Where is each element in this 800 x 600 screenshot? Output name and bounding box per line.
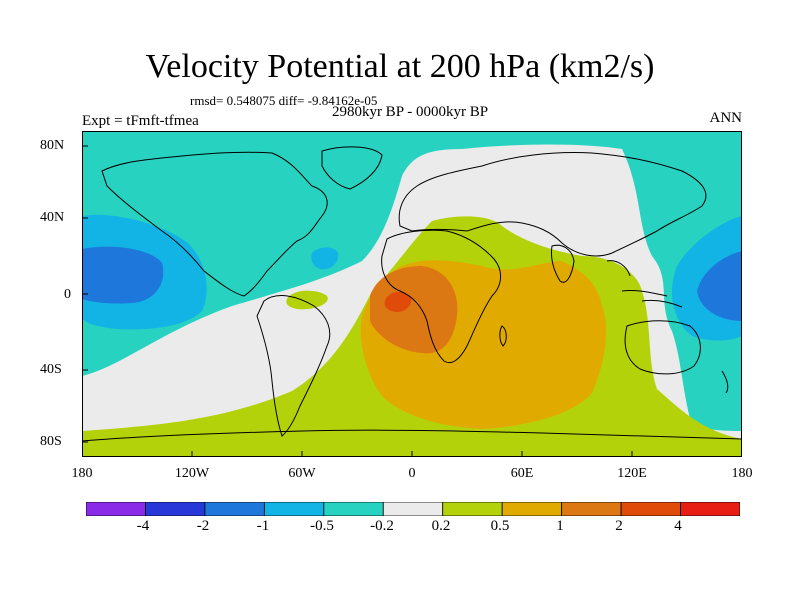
plot-title: Velocity Potential at 200 hPa (km2/s) — [145, 48, 655, 85]
season-label: ANN — [709, 110, 743, 126]
lon-label: 180 — [71, 466, 93, 481]
colorbar-swatch — [145, 502, 206, 516]
field-neg-strong-east — [697, 251, 742, 321]
lat-label: 40S — [40, 362, 62, 377]
colorbar-swatch — [86, 502, 146, 516]
stats-line: rmsd= 0.548075 diff= -9.84162e-05 — [190, 93, 378, 108]
lon-label: 60E — [510, 466, 534, 481]
field-pos-max — [384, 291, 412, 312]
colorbar — [86, 502, 740, 516]
colorbar-label: -0.5 — [310, 518, 334, 534]
colorbar-swatch — [680, 502, 740, 516]
lat-label: 80S — [40, 434, 62, 449]
velocity-potential-map — [82, 131, 742, 457]
field-neg-strong-west — [82, 246, 164, 304]
axis-ticks — [82, 145, 633, 457]
colorbar-label: 0.2 — [431, 518, 451, 534]
lat-label: 80N — [40, 138, 65, 153]
lon-label: 180 — [731, 466, 753, 481]
field-pos-weak-small — [286, 290, 328, 310]
field-pos-strong — [370, 266, 458, 354]
lon-label: 60W — [288, 466, 316, 481]
lat-label: 40N — [40, 210, 65, 225]
lon-label: 120W — [174, 466, 210, 481]
lon-label: 0 — [408, 466, 416, 481]
experiment-label: Expt = tFmft-tfmea — [82, 113, 199, 129]
colorbar-swatch — [263, 502, 325, 516]
colorbar-label: 1 — [556, 518, 564, 534]
colorbar-label: -4 — [136, 518, 150, 534]
field-neg-mid-small — [311, 247, 339, 270]
colorbar-swatch — [501, 502, 563, 516]
colorbar-label: -2 — [196, 518, 210, 534]
colorbar-label: 2 — [615, 518, 623, 534]
colorbar-label: 4 — [674, 518, 682, 534]
colorbar-swatch — [323, 502, 384, 516]
colorbar-swatch — [382, 502, 444, 516]
coastlines — [82, 146, 742, 442]
colorbar-swatch — [442, 502, 503, 516]
lat-label: 0 — [64, 287, 71, 302]
lon-label: 120E — [617, 466, 647, 481]
colorbar-swatch — [620, 502, 681, 516]
colorbar-swatch — [561, 502, 622, 516]
colorbar-label: -0.2 — [370, 518, 394, 534]
colorbar-label: -1 — [256, 518, 270, 534]
colorbar-label: 0.5 — [490, 518, 510, 534]
colorbar-swatch — [204, 502, 265, 516]
period-label: 2980kyr BP - 0000kyr BP — [331, 104, 489, 120]
